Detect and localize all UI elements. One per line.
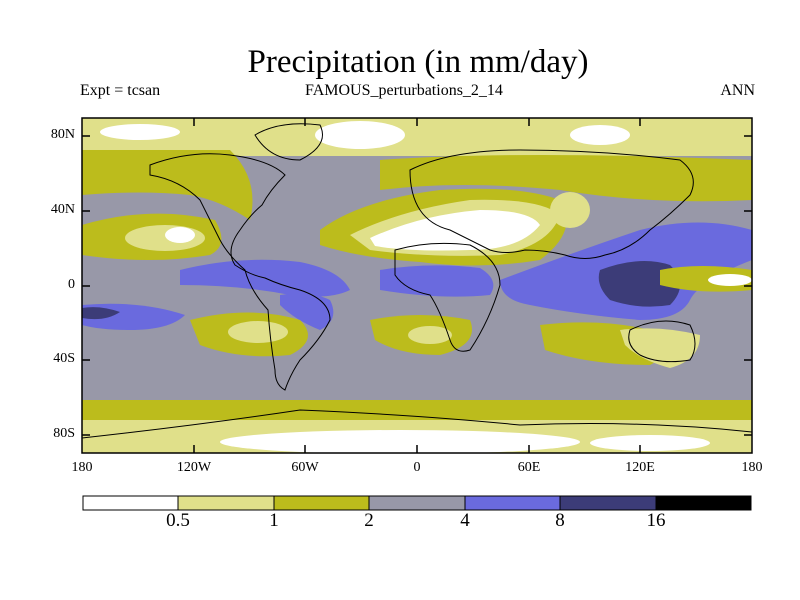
lon-label-60e: 60E — [517, 460, 541, 475]
experiment-label: Expt = tcsan — [80, 82, 161, 99]
coast-australia — [628, 320, 696, 363]
axis-ticks — [82, 118, 752, 453]
precip-se-atlantic-drier — [408, 326, 452, 344]
colorbar-label-16: 16 — [646, 510, 666, 531]
colorbar-box-0.5-1 — [177, 495, 275, 511]
lon-label-60w: 60W — [291, 460, 319, 475]
lon-label-0: 0 — [413, 460, 421, 475]
precip-spcz-core — [82, 307, 120, 320]
colorbar-label-1: 1 — [269, 510, 279, 531]
season-label: ANN — [720, 82, 755, 99]
colorbar-label-8: 8 — [555, 510, 565, 531]
precip-npacific-driest — [165, 227, 195, 243]
coast-africa — [394, 242, 501, 352]
precip-se-pacific-drier — [228, 321, 288, 343]
lat-label-40n: 40N — [50, 202, 75, 217]
precip-australia-dry — [620, 328, 700, 368]
precip-north-america-band — [82, 150, 253, 220]
precip-arctic-dry-3 — [100, 124, 180, 140]
coast-eurasia — [409, 149, 694, 259]
lat-label-0: 0 — [68, 277, 75, 292]
precip-amazon — [280, 293, 334, 330]
coast-americas — [149, 153, 331, 391]
colorbar-box-lt-0.5 — [82, 495, 179, 511]
plot-title: Precipitation (in mm/day) — [247, 44, 589, 80]
lon-label-120e: 120E — [625, 460, 655, 475]
lat-label-80s: 80S — [53, 426, 75, 441]
precip-asia-dry — [550, 192, 590, 228]
coast-antarctica — [82, 409, 752, 439]
colorbar-label-4: 4 — [460, 510, 470, 531]
run-name-label: FAMOUS_perturbations_2_14 — [305, 82, 503, 99]
precip-cold-tongue-core — [708, 274, 752, 286]
coastlines — [82, 123, 752, 439]
coast-greenland — [254, 123, 323, 161]
precip-itcz-atlantic — [380, 265, 494, 297]
lat-label-80n: 80N — [50, 127, 75, 142]
precip-antarctic-dry-east — [590, 435, 710, 451]
precip-antarctic-dry — [220, 430, 580, 453]
lon-label-120w: 120W — [176, 460, 212, 475]
colorbar-box-gt-16 — [655, 495, 752, 511]
lon-label-180e: 180 — [741, 460, 763, 475]
colorbar-box-1-2 — [273, 495, 370, 511]
lon-label-180w: 180 — [71, 460, 93, 475]
colorbar — [82, 495, 752, 511]
precip-eurasia-band — [380, 155, 752, 202]
precip-arctic-dry-1 — [315, 121, 405, 149]
precip-maritime-continent — [598, 261, 680, 307]
colorbar-label-2: 2 — [364, 510, 374, 531]
lat-label-40s: 40S — [53, 351, 75, 366]
colorbar-box-8-16 — [559, 495, 657, 511]
colorbar-box-2-4 — [368, 495, 466, 511]
precip-sahara-core — [370, 210, 540, 251]
colorbar-box-4-8 — [464, 495, 561, 511]
precip-arctic-dry-2 — [570, 125, 630, 145]
precip-field — [82, 118, 752, 453]
colorbar-label-0.5: 0.5 — [166, 510, 190, 531]
